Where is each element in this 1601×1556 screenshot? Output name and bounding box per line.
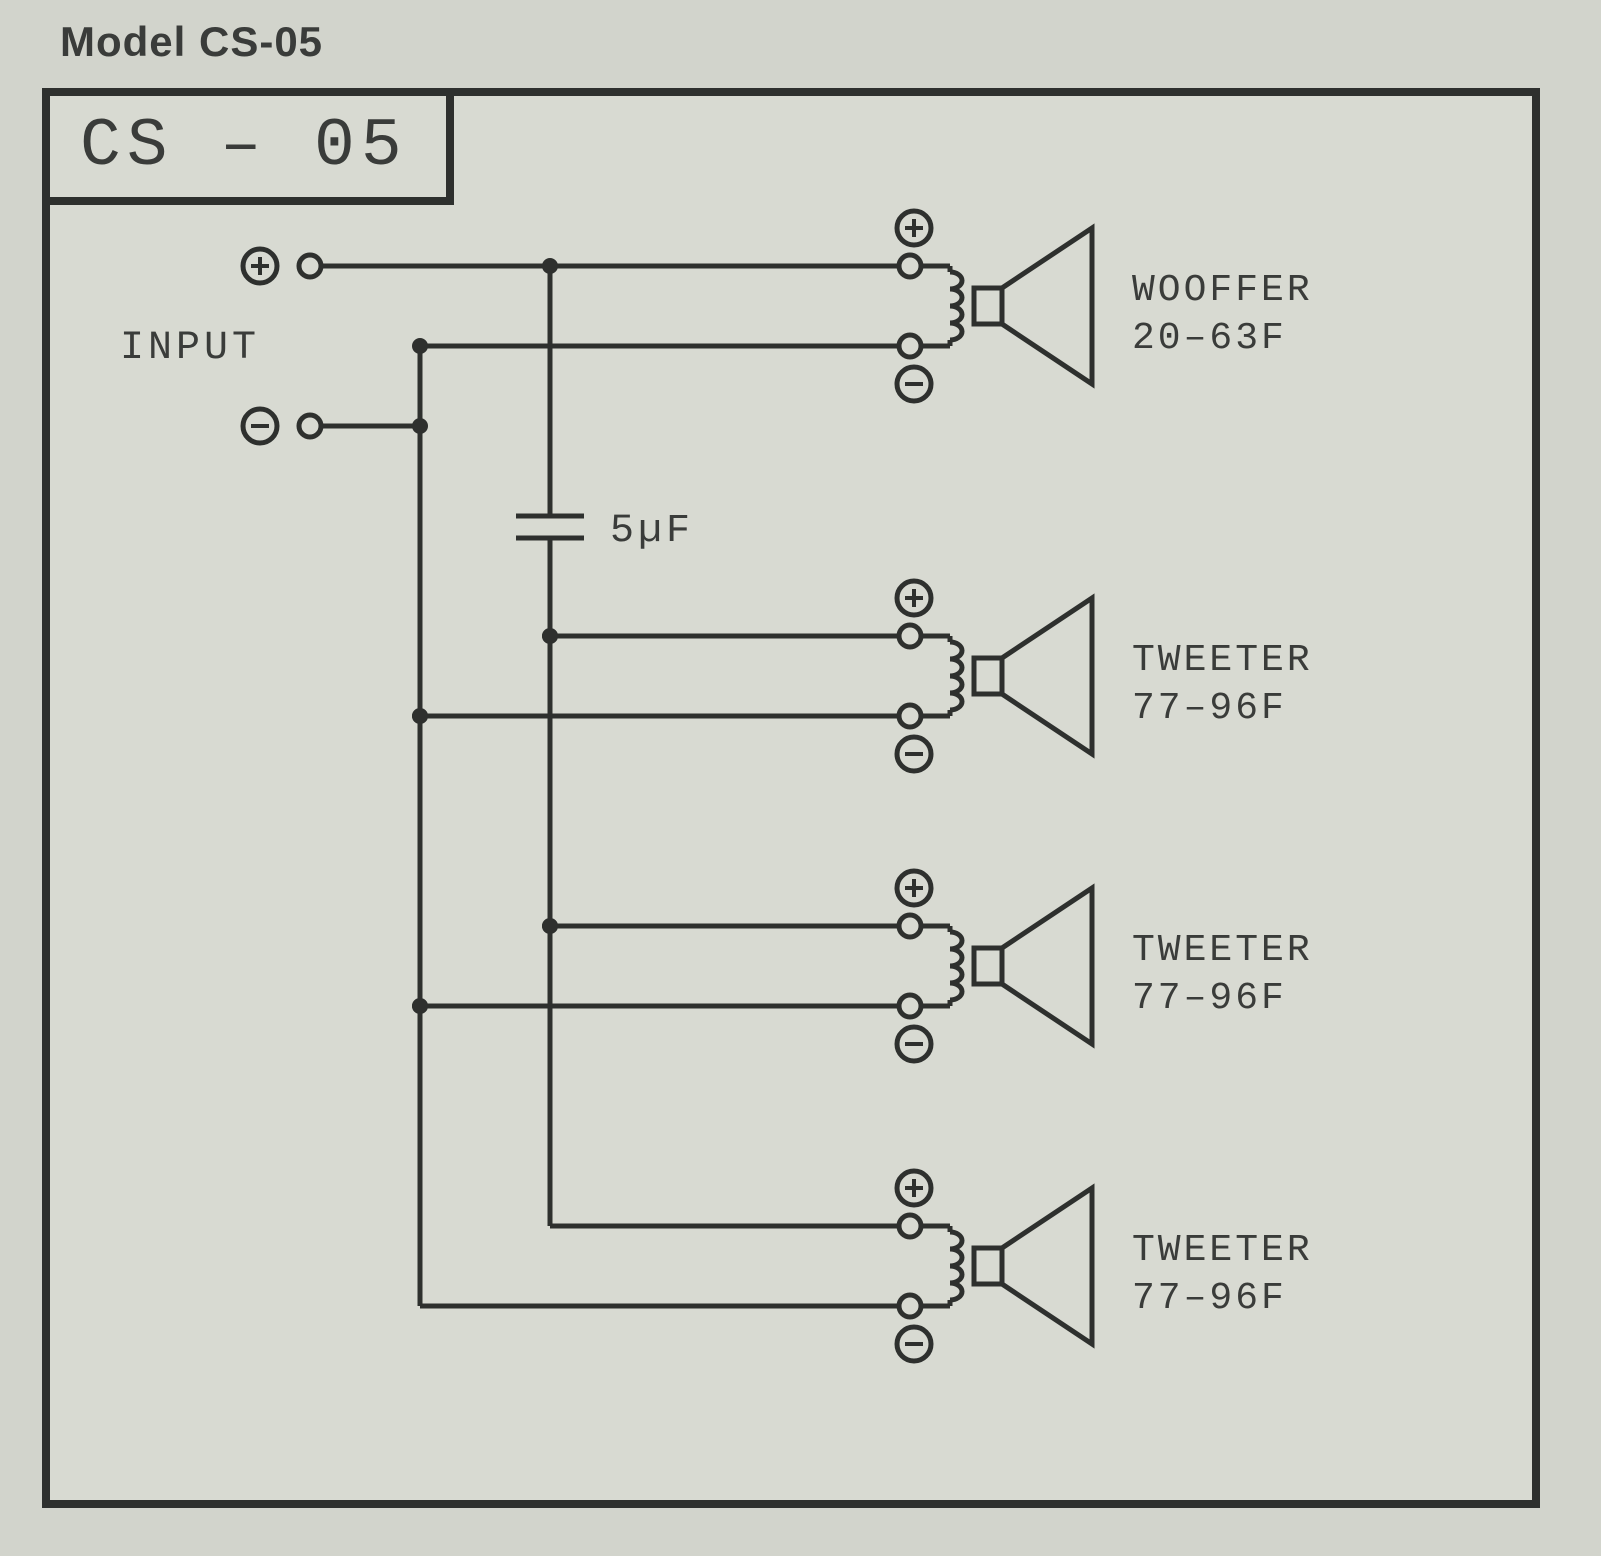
page-title: Model CS-05 <box>60 18 323 66</box>
svg-text:INPUT: INPUT <box>120 326 260 371</box>
page: Model CS-05 CS – 05 INPUT5µFWOOFFER20–63… <box>0 0 1601 1556</box>
svg-text:TWEETER: TWEETER <box>1132 929 1313 972</box>
svg-text:77–96F: 77–96F <box>1132 687 1287 730</box>
schematic-svg: INPUT 5µF WOOFFER 20–63F TWEETER 77–96F TWEETE… <box>50 96 1532 1500</box>
svg-text:WOOFFER: WOOFFER <box>1132 269 1313 312</box>
svg-text:5µF: 5µF <box>610 509 694 554</box>
svg-text:77–96F: 77–96F <box>1132 1277 1287 1320</box>
schematic-frame: CS – 05 INPUT5µFWOOFFER20–63FTWEETER77–9… <box>42 88 1540 1508</box>
svg-text:20–63F: 20–63F <box>1132 317 1287 360</box>
svg-text:77–96F: 77–96F <box>1132 977 1287 1020</box>
svg-text:TWEETER: TWEETER <box>1132 639 1313 682</box>
svg-text:TWEETER: TWEETER <box>1132 1229 1313 1272</box>
